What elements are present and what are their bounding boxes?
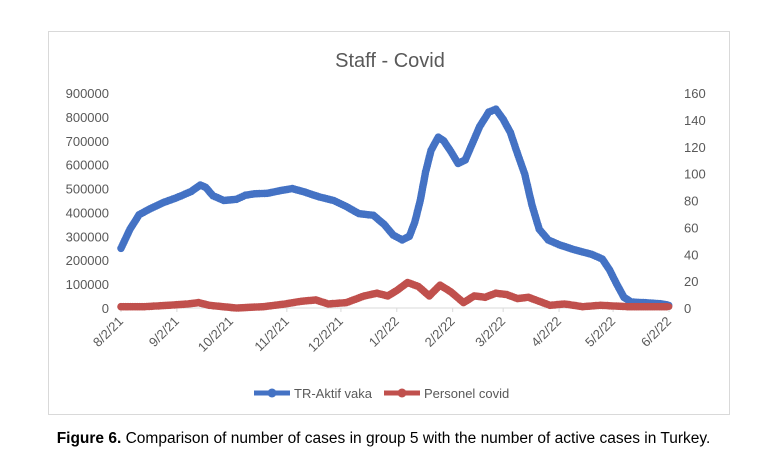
y-left-tick-label: 0 <box>102 301 109 316</box>
x-tick-label: 9/2/21 <box>146 314 182 350</box>
chart-svg: Staff - Covid 0 100000 200000 300000 400000 5… <box>66 50 706 401</box>
legend-label: Personel covid <box>424 386 509 401</box>
x-tick-label: 5/2/22 <box>582 314 618 350</box>
x-tick-label: 8/2/21 <box>90 314 126 350</box>
y-right-tick-label: 100 <box>684 167 706 182</box>
y-right-tick-label: 40 <box>684 247 698 262</box>
y-right-tick-label: 0 <box>684 301 691 316</box>
chart-frame: Staff - Covid 0 100000 200000 300000 400000 5… <box>48 31 730 415</box>
y-left-tick-label: 400000 <box>66 205 109 220</box>
caption-text: Comparison of number of cases in group 5… <box>121 430 711 447</box>
legend: TR-Aktif vaka Personel covid <box>254 386 509 401</box>
x-tick-label: 4/2/22 <box>528 314 564 350</box>
y-right-tick-label: 20 <box>684 274 698 289</box>
x-tick-label: 11/2/21 <box>251 314 292 355</box>
series-line <box>118 106 672 309</box>
x-tick-label: 10/2/21 <box>195 314 236 355</box>
y-left-tick-label: 200000 <box>66 253 109 268</box>
legend-marker <box>397 388 407 398</box>
y-left-tick-label: 600000 <box>66 158 109 173</box>
y-right-tick-label: 160 <box>684 86 706 101</box>
legend-label: TR-Aktif vaka <box>294 386 373 401</box>
y-left-tick-label: 100000 <box>66 277 109 292</box>
series-personel-covid <box>117 278 673 312</box>
x-tick-label: 3/2/22 <box>472 314 508 350</box>
x-tick-label: 2/2/22 <box>422 314 458 350</box>
y-left-tick-label: 900000 <box>66 86 109 101</box>
x-tick-label: 6/2/22 <box>638 314 674 350</box>
y-axis-left: 0 100000 200000 300000 400000 500000 600000 700… <box>66 86 109 316</box>
y-left-tick-label: 700000 <box>66 134 109 149</box>
series-tr-aktif-vaka <box>117 105 673 309</box>
legend-marker <box>267 388 277 398</box>
figure-caption: Figure 6. Comparison of number of cases … <box>0 430 767 448</box>
x-tick-label: 12/2/21 <box>305 314 346 355</box>
y-left-tick-label: 300000 <box>66 229 109 244</box>
data-point <box>665 303 673 311</box>
y-right-tick-label: 120 <box>684 140 706 155</box>
x-axis: 8/2/21 9/2/21 10/2/21 11/2/21 12/2/21 1/2/22 2… <box>90 307 674 355</box>
y-axis-right: 0 20 40 60 80 100 120 140 160 <box>684 86 706 316</box>
chart-title: Staff - Covid <box>335 50 445 72</box>
y-left-tick-label: 500000 <box>66 182 109 197</box>
x-tick-label: 1/2/22 <box>366 314 402 350</box>
legend-item: Personel covid <box>384 386 509 401</box>
caption-label: Figure 6. <box>56 430 122 447</box>
series-layer <box>117 105 673 312</box>
y-right-tick-label: 140 <box>684 113 706 128</box>
y-left-tick-label: 800000 <box>66 110 109 125</box>
y-right-tick-label: 60 <box>684 220 698 235</box>
legend-item: TR-Aktif vaka <box>254 386 373 401</box>
y-right-tick-label: 80 <box>684 194 698 209</box>
